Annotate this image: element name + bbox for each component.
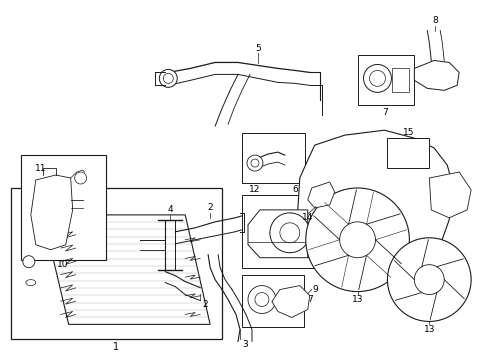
Text: 7: 7 xyxy=(383,108,389,117)
Circle shape xyxy=(251,159,259,167)
Circle shape xyxy=(74,172,87,184)
Circle shape xyxy=(159,69,177,87)
Text: 8: 8 xyxy=(432,16,438,25)
Polygon shape xyxy=(429,172,471,218)
Polygon shape xyxy=(31,175,73,250)
Text: 12: 12 xyxy=(249,185,261,194)
Text: 4: 4 xyxy=(168,206,173,215)
Circle shape xyxy=(270,213,310,253)
Text: 3: 3 xyxy=(242,340,248,349)
Circle shape xyxy=(306,188,409,292)
Polygon shape xyxy=(248,210,308,258)
Circle shape xyxy=(248,285,276,314)
Text: 2: 2 xyxy=(202,300,208,309)
Bar xyxy=(358,55,415,105)
Text: 15: 15 xyxy=(403,128,414,137)
Circle shape xyxy=(415,265,444,294)
Text: 6: 6 xyxy=(292,185,298,194)
Text: 14: 14 xyxy=(302,213,314,222)
Circle shape xyxy=(369,71,386,86)
Circle shape xyxy=(388,238,471,321)
Text: 5: 5 xyxy=(255,44,261,53)
Text: 2: 2 xyxy=(207,203,213,212)
Text: 13: 13 xyxy=(352,295,363,304)
Polygon shape xyxy=(415,60,459,90)
Ellipse shape xyxy=(26,280,36,285)
Bar xyxy=(388,138,429,168)
Bar xyxy=(242,275,304,328)
Bar xyxy=(11,188,222,339)
Circle shape xyxy=(364,64,392,92)
Circle shape xyxy=(23,256,35,268)
Ellipse shape xyxy=(276,293,296,306)
Bar xyxy=(242,195,314,268)
Bar xyxy=(242,133,305,183)
Polygon shape xyxy=(308,182,335,208)
Circle shape xyxy=(340,222,375,258)
Text: 7: 7 xyxy=(307,295,313,304)
Polygon shape xyxy=(298,130,454,275)
Text: 10: 10 xyxy=(57,260,69,269)
Text: 11: 11 xyxy=(35,163,47,172)
Bar xyxy=(21,155,105,260)
Polygon shape xyxy=(272,285,310,318)
Circle shape xyxy=(163,73,173,84)
Text: 9: 9 xyxy=(313,285,318,294)
Circle shape xyxy=(255,293,269,306)
Text: 13: 13 xyxy=(423,325,435,334)
Text: 1: 1 xyxy=(114,342,120,352)
Bar xyxy=(392,68,409,92)
Polygon shape xyxy=(43,215,210,324)
Circle shape xyxy=(247,155,263,171)
Circle shape xyxy=(280,223,300,243)
